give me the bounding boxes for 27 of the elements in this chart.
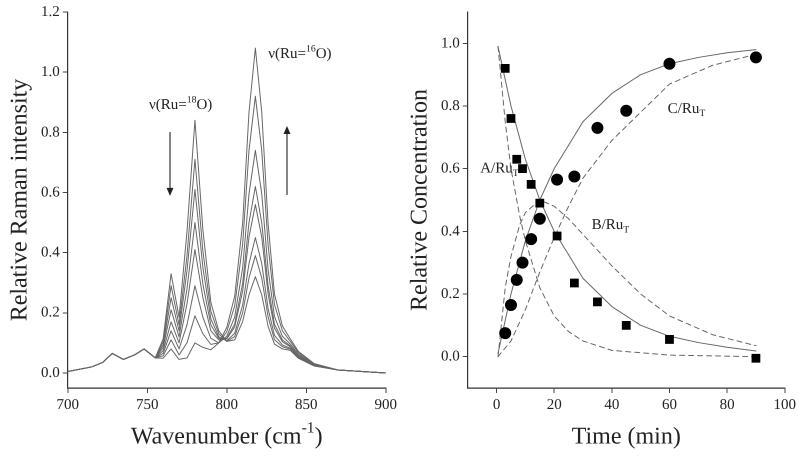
y-tick-label: 0.0 <box>441 348 460 365</box>
y-tick-label: 1.0 <box>41 64 60 80</box>
x-axis-title: Time (min) <box>572 423 681 450</box>
y-tick-label: 1.0 <box>441 35 460 52</box>
x-tick-label: 60 <box>662 396 677 413</box>
x-tick-label: 40 <box>604 396 620 413</box>
x-tick-label: 900 <box>374 396 397 413</box>
y-tick-label: 0.6 <box>41 184 60 200</box>
x-tick-label: 100 <box>774 396 796 413</box>
y-tick-label: 1.2 <box>41 4 60 20</box>
x-tick-label: 850 <box>295 396 318 413</box>
y-tick-label: 0.6 <box>441 160 460 177</box>
y-tick-label: 0.0 <box>41 364 60 381</box>
y-axis-title: Relative Raman intensity <box>6 78 32 322</box>
y-axis-title: Relative Concentration <box>406 89 432 311</box>
x-tick-label: 700 <box>56 396 79 413</box>
x-tick-label: 20 <box>546 396 562 413</box>
y-tick-label: 0.4 <box>441 223 460 240</box>
x-tick-label: 800 <box>216 396 238 413</box>
y-tick-label: 0.2 <box>41 304 60 321</box>
x-tick-label: 750 <box>136 396 158 413</box>
x-tick-label: 80 <box>720 396 735 413</box>
x-tick-label: 0 <box>492 396 500 413</box>
y-tick-label: 0.8 <box>441 98 460 114</box>
y-tick-label: 0.2 <box>441 286 460 302</box>
y-tick-label: 0.8 <box>41 124 60 140</box>
y-tick-label: 0.4 <box>41 244 60 261</box>
